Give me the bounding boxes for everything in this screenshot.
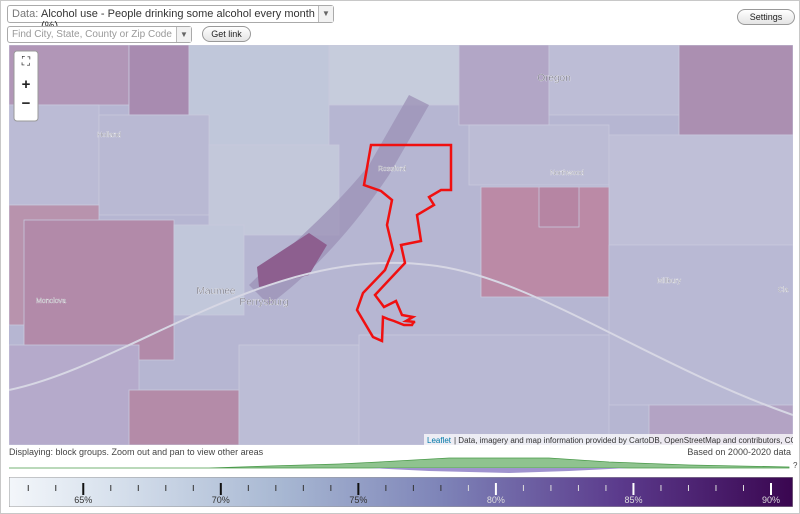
select-arrow[interactable]: ▼ [318, 6, 333, 22]
place-label: Rossford [378, 166, 406, 173]
data-years: Based on 2000-2020 data [687, 447, 791, 457]
tick-label: 70% [212, 495, 230, 505]
attribution-link[interactable]: Leaflet [427, 436, 452, 445]
search-placeholder: Find City, State, County or Zip Code [12, 29, 172, 40]
search-arrow[interactable]: ▼ [176, 27, 191, 42]
block-groups [9, 45, 793, 445]
map[interactable]: Holland Oregon Rossford Northwood Maumee Perr… [9, 45, 793, 445]
displaying-note: Displaying: block groups. Zoom out and p… [9, 447, 264, 457]
place-label: Maumee [197, 286, 236, 297]
zoom-control: ⛶ + − [13, 50, 39, 122]
place-label: Cla [778, 287, 789, 294]
search-box[interactable]: Find City, State, County or Zip Code ▼ [7, 26, 192, 43]
tick-label: 85% [624, 495, 642, 505]
get-link-button[interactable]: Get link [202, 26, 251, 42]
tick-label: 75% [349, 495, 367, 505]
tick-label: 65% [74, 495, 92, 505]
tick-label: 80% [487, 495, 505, 505]
place-label: Northwood [550, 170, 584, 177]
histogram-area [9, 457, 790, 469]
place-label: Holland [97, 132, 121, 139]
selected-area-outline [355, 143, 453, 343]
zoom-panel [13, 50, 39, 122]
zoom-out-button[interactable]: − [22, 95, 31, 112]
help-icon[interactable]: ? [793, 461, 798, 470]
settings-button[interactable]: Settings [737, 9, 795, 25]
place-label: Oregon [537, 73, 570, 84]
color-scale [9, 477, 793, 507]
highway [9, 261, 793, 416]
fullscreen-button[interactable]: ⛶ [21, 54, 31, 68]
place-labels: Holland Oregon Rossford Northwood Maumee Perr… [36, 73, 789, 308]
place-label: Millbury [657, 278, 682, 285]
histogram-selected [369, 468, 629, 473]
histogram: ? [9, 457, 798, 473]
attribution-bg [424, 434, 793, 445]
place-label: Perrysburg [240, 297, 289, 308]
data-label: Data: [12, 8, 39, 20]
tick-label: 90% [762, 495, 780, 505]
place-label: Monclova [36, 298, 66, 305]
legend: 65% 70% 75% 80% 85% 90% [9, 477, 793, 507]
attribution: | Data, imagery and map information prov… [454, 436, 793, 445]
dataset-select[interactable]: Data: Alcohol use - People drinking some… [7, 5, 334, 32]
zoom-in-button[interactable]: + [22, 76, 31, 93]
